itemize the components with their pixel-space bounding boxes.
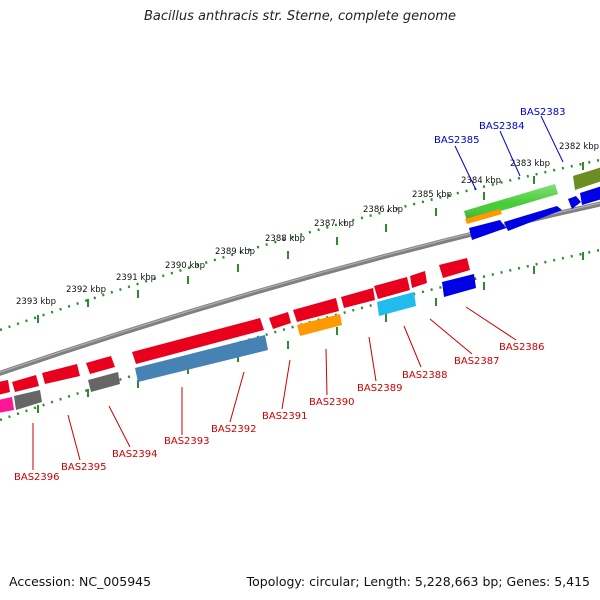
gene-red[interactable]	[439, 258, 470, 278]
inner-ring-ticks	[37, 252, 584, 413]
scale-label: 2388 kbp	[265, 234, 305, 244]
gene-orange[interactable]	[465, 209, 502, 224]
gene-label[interactable]: BAS2393	[164, 436, 210, 447]
gene-red[interactable]	[374, 277, 410, 299]
gene-steelblue[interactable]	[135, 335, 268, 382]
scale-label: 2391 kbp	[116, 273, 156, 283]
scale-label: 2393 kbp	[16, 297, 56, 307]
gene-gray[interactable]	[14, 390, 42, 410]
gene-label[interactable]: BAS2396	[14, 472, 60, 483]
gene-red[interactable]	[410, 271, 427, 288]
scale-label: 2385 kbp	[412, 190, 452, 200]
gene-red[interactable]	[42, 364, 80, 384]
gene-blue[interactable]	[504, 206, 562, 231]
gene-label[interactable]: BAS2386	[499, 342, 545, 353]
gene-blue[interactable]	[469, 220, 506, 240]
forward-gene-labels: BAS2383 BAS2384 BAS2385	[434, 107, 566, 146]
gene-blue[interactable]	[442, 274, 476, 297]
gene-blue[interactable]	[580, 186, 600, 205]
gene-label[interactable]: BAS2388	[402, 370, 448, 381]
scale-label: 2392 kbp	[66, 285, 106, 295]
reverse-gene-labels: BAS2386 BAS2387 BAS2388 BAS2389 BAS2390 …	[14, 342, 545, 483]
scale-label: 2389 kbp	[215, 247, 255, 257]
gene-red[interactable]	[341, 288, 375, 308]
gene-red[interactable]	[12, 375, 39, 392]
gene-pink[interactable]	[0, 397, 14, 413]
outer-ring-ticks	[37, 162, 584, 323]
gene-label[interactable]: BAS2391	[262, 411, 308, 422]
gene-label[interactable]: BAS2390	[309, 397, 355, 408]
gene-gray[interactable]	[88, 372, 120, 392]
gene-olive[interactable]	[573, 167, 600, 190]
gene-label[interactable]: BAS2387	[454, 356, 500, 367]
forward-genes	[464, 167, 600, 240]
scale-label: 2384 kbp	[461, 176, 501, 186]
reverse-genes	[0, 258, 476, 413]
gene-red[interactable]	[269, 312, 291, 329]
scale-label: 2382 kbp	[559, 142, 599, 152]
gene-shading	[464, 184, 558, 221]
gene-red[interactable]	[86, 356, 115, 374]
map-title: Bacillus anthracis str. Sterne, complete…	[144, 9, 456, 24]
gene-red[interactable]	[0, 380, 10, 395]
gene-orange[interactable]	[297, 314, 342, 336]
gene-label[interactable]: BAS2392	[211, 424, 257, 435]
gene-label[interactable]: BAS2385	[434, 135, 480, 146]
gene-label[interactable]: BAS2389	[357, 383, 403, 394]
scale-label: 2383 kbp	[510, 159, 550, 169]
reverse-connectors	[32, 306, 517, 470]
gene-red[interactable]	[132, 318, 264, 364]
scale-labels: 2382 kbp 2383 kbp 2384 kbp 2385 kbp 2386…	[16, 142, 599, 307]
gene-red[interactable]	[293, 298, 339, 322]
accession-text: Accession: NC_005945	[9, 574, 152, 589]
gene-label[interactable]: BAS2383	[520, 107, 566, 118]
scale-label: 2390 kbp	[165, 261, 205, 271]
scale-label: 2387 kbp	[314, 219, 354, 229]
gene-label[interactable]: BAS2384	[479, 121, 525, 132]
forward-connectors	[454, 115, 564, 191]
topology-text: Topology: circular; Length: 5,228,663 bp…	[246, 574, 590, 589]
scale-label: 2386 kbp	[363, 205, 403, 215]
gene-cyan[interactable]	[377, 292, 416, 316]
gene-label[interactable]: BAS2395	[61, 462, 107, 473]
gene-label[interactable]: BAS2394	[112, 449, 158, 460]
gene-blue[interactable]	[568, 196, 581, 209]
outer-scale-ring	[0, 158, 600, 332]
